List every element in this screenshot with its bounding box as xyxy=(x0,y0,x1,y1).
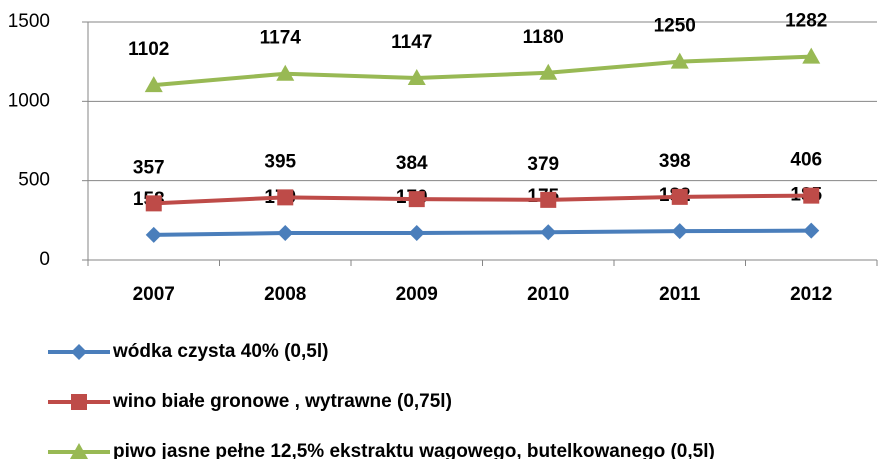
legend-label: wódka czysta 40% (0,5l) xyxy=(112,341,328,362)
y-tick-label: 0 xyxy=(39,249,50,270)
data-label: 1180 xyxy=(523,27,564,48)
x-tick-label: 2011 xyxy=(659,284,701,305)
data-point xyxy=(407,69,426,86)
legend-marker xyxy=(71,394,87,410)
data-label: 379 xyxy=(527,154,559,175)
legend-marker xyxy=(70,443,88,459)
x-tick-label: 2007 xyxy=(133,284,175,305)
data-point xyxy=(145,195,162,212)
data-point xyxy=(144,76,163,93)
data-point xyxy=(540,224,557,241)
data-label: 1250 xyxy=(654,16,696,37)
data-label: 1147 xyxy=(391,32,432,53)
y-tick-label: 1500 xyxy=(8,11,50,32)
data-label: 1282 xyxy=(785,11,827,32)
data-point xyxy=(670,52,689,69)
series-line xyxy=(153,193,812,206)
data-label: 357 xyxy=(133,157,165,178)
data-point xyxy=(539,63,558,80)
legend-label: wino białe gronowe , wytrawne (0,75l) xyxy=(112,391,452,412)
data-label: 384 xyxy=(396,153,428,174)
data-label: 406 xyxy=(790,150,822,171)
data-point xyxy=(408,225,425,242)
legend-marker xyxy=(71,344,87,360)
data-point xyxy=(276,64,295,81)
data-point xyxy=(671,223,688,240)
x-tick-label: 2008 xyxy=(264,284,306,305)
x-tick-label: 2009 xyxy=(396,284,438,305)
data-label: 1102 xyxy=(128,39,169,60)
series-line xyxy=(153,54,812,88)
data-point xyxy=(408,191,425,208)
data-label: 398 xyxy=(659,151,691,172)
data-point xyxy=(802,47,821,64)
x-tick-label: 2010 xyxy=(527,284,569,305)
series-line xyxy=(153,228,812,237)
y-tick-label: 1000 xyxy=(8,90,50,111)
data-point xyxy=(671,188,688,205)
legend-label: piwo jasne pełne 12,5% ekstraktu wagoweg… xyxy=(113,441,715,459)
data-point xyxy=(277,189,294,206)
y-tick-label: 500 xyxy=(18,170,50,191)
data-point xyxy=(277,225,294,242)
x-tick-label: 2012 xyxy=(790,284,832,305)
data-point xyxy=(540,191,557,208)
data-point xyxy=(145,226,162,243)
data-point xyxy=(803,187,820,204)
data-label: 395 xyxy=(264,151,296,172)
data-point xyxy=(803,222,820,239)
data-label: 1174 xyxy=(260,28,302,49)
